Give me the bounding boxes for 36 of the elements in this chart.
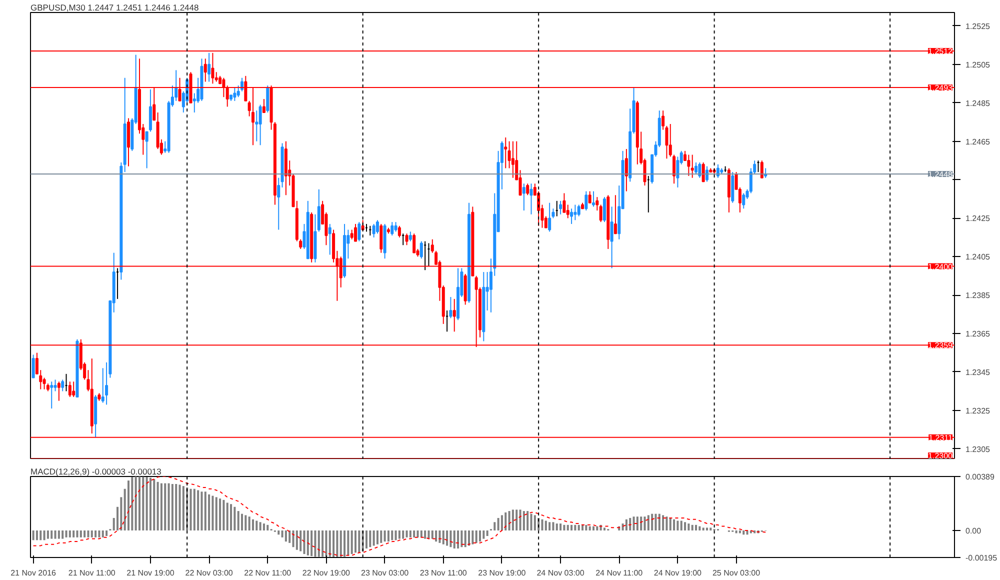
- y-tick-label: 1.2425: [966, 214, 991, 224]
- y-tick-label: 1.2385: [966, 291, 991, 300]
- ref-line-label: 1.2311: [928, 433, 954, 442]
- y-tick-label: -0.00195: [966, 554, 998, 562]
- x-tick-label: 22 Nov 19:00: [302, 568, 351, 578]
- y-tick-label: 1.2405: [966, 252, 991, 262]
- x-tick-label: 22 Nov 03:00: [185, 568, 234, 578]
- x-tick-label: 23 Nov 11:00: [420, 568, 468, 578]
- ref-line-label: 1.2493: [928, 83, 954, 92]
- x-tick-label: 24 Nov 03:00: [536, 568, 585, 578]
- y-tick-label: 1.2305: [966, 444, 991, 454]
- y-tick-label: 1.2505: [966, 60, 991, 70]
- y-tick-label: 0.00389: [966, 472, 995, 482]
- y-tick-label: 1.2465: [966, 137, 991, 146]
- ref-line-label: 1.2448: [928, 170, 954, 179]
- ref-line-label: 1.2359: [928, 341, 954, 350]
- y-tick-label: 0.00: [966, 526, 982, 536]
- y-tick-label: 1.2365: [966, 330, 991, 339]
- x-tick-label: 23 Nov 19:00: [478, 568, 526, 578]
- x-tick-label: 23 Nov 03:00: [361, 568, 410, 578]
- x-tick-label: 24 Nov 19:00: [654, 568, 702, 578]
- x-tick-label: 21 Nov 2016: [10, 568, 57, 578]
- x-tick-label: 21 Nov 19:00: [126, 568, 175, 578]
- chart-title: GBPUSD,M30 1.2447 1.2451 1.2446 1.2448: [30, 2, 200, 12]
- y-tick-label: 1.2525: [966, 22, 991, 31]
- x-tick-label: 25 Nov 03:00: [712, 568, 761, 578]
- x-tick-label: 21 Nov 11:00: [68, 568, 116, 578]
- y-tick-label: 1.2345: [966, 368, 991, 377]
- x-tick-label: 22 Nov 11:00: [244, 568, 292, 578]
- y-tick-label: 1.2485: [966, 98, 991, 108]
- x-tick-label: 24 Nov 11:00: [596, 568, 644, 578]
- ref-line-label: 1.2300: [928, 452, 954, 460]
- chart-title: MACD(12,26,9) -0.00003 -0.00013: [30, 466, 162, 476]
- ref-line-label: 1.2400: [928, 262, 954, 272]
- ref-line-label: 1.2512: [928, 46, 954, 56]
- y-tick-label: 1.2325: [966, 406, 991, 416]
